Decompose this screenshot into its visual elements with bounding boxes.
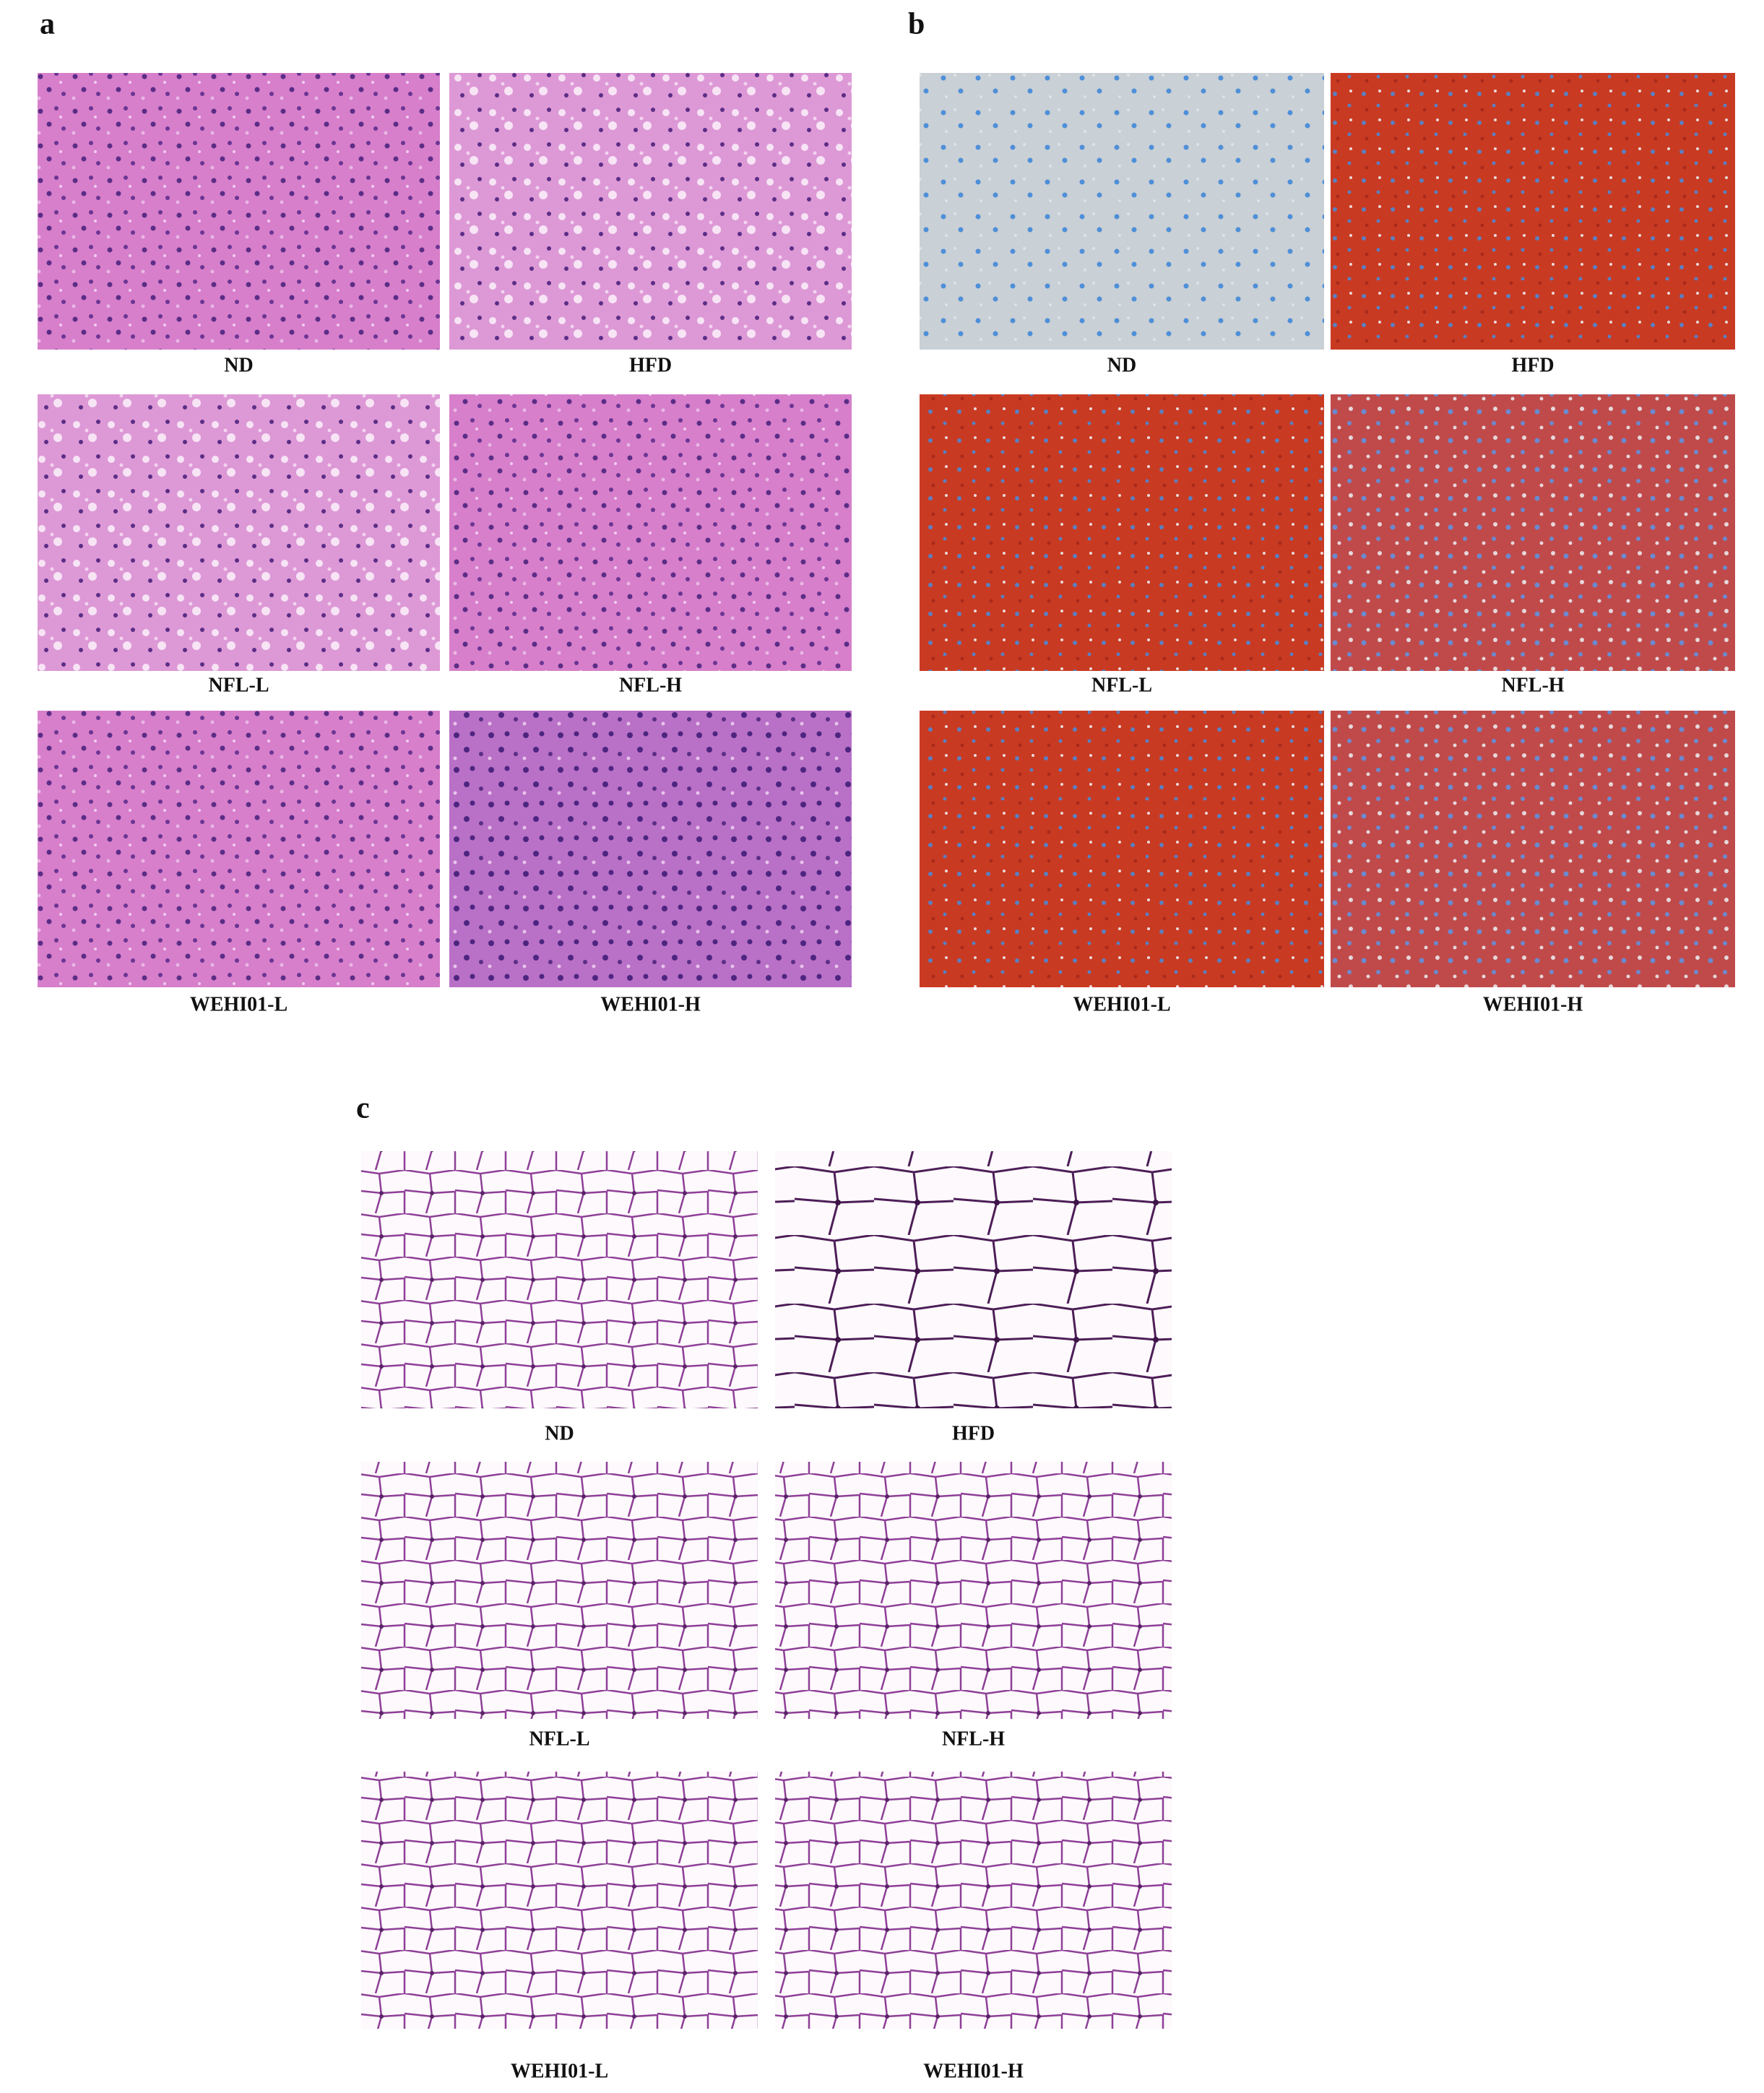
micrograph [775,1151,1172,1408]
micrograph [1331,711,1735,987]
micrograph [449,73,852,350]
image-label: WEHI01-H [600,993,701,1015]
image-label: WEHI01-L [1073,993,1170,1015]
micrograph [38,73,440,350]
micrograph [1331,394,1735,671]
micrograph [361,1772,758,2029]
micrograph [38,394,440,671]
image-label: NFL-L [529,1728,590,1750]
panel-letter: b [908,8,925,41]
micrograph [449,394,852,671]
image-label: WEHI01-H [923,2060,1024,2082]
image-label: NFL-L [1091,674,1152,696]
image-label: NFL-H [619,674,682,696]
image-label: WEHI01-L [511,2060,608,2082]
micrograph [920,73,1324,350]
image-label: NFL-H [1501,674,1564,696]
image-label: ND [1107,354,1136,376]
image-label: NFL-H [942,1728,1005,1750]
micrograph [38,711,440,987]
image-label: HFD [629,354,672,376]
panel-letter: a [40,8,55,41]
image-label: HFD [1511,354,1554,376]
image-label: ND [224,354,253,376]
image-label: WEHI01-H [1483,993,1583,1015]
micrograph [920,394,1324,671]
panel-letter: c [356,1092,370,1125]
image-label: WEHI01-L [190,993,287,1015]
image-label: NFL-L [209,674,269,696]
micrograph [361,1151,758,1408]
micrograph [449,711,852,987]
micrograph [920,711,1324,987]
micrograph [1331,73,1735,350]
micrograph [775,1462,1172,1719]
image-label: ND [545,1422,574,1444]
image-label: HFD [952,1422,995,1444]
micrograph [775,1772,1172,2029]
micrograph [361,1462,758,1719]
